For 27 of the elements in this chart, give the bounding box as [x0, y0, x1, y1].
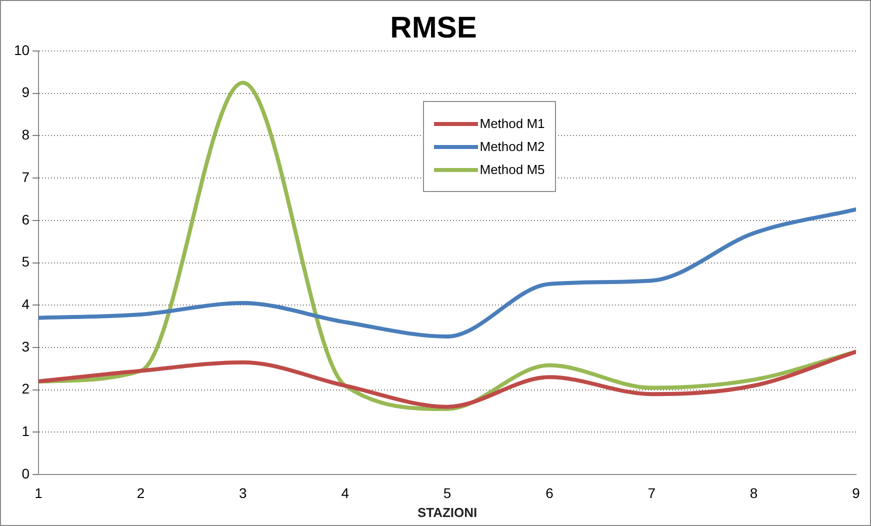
y-tick-label: 3 [22, 338, 30, 354]
x-tick-label: 1 [34, 484, 43, 501]
y-tick-label: 10 [14, 42, 30, 58]
x-tick-label: 8 [750, 484, 758, 501]
legend-label: Method M5 [480, 162, 545, 177]
y-tick-label: 9 [22, 84, 30, 100]
y-tick-label: 5 [22, 254, 30, 270]
y-tick-label: 7 [22, 168, 30, 185]
y-tick-label: 2 [22, 380, 30, 397]
x-axis-title: STAZIONI [417, 504, 478, 520]
y-tick-label: 1 [22, 423, 30, 440]
x-tick-label: 5 [443, 484, 452, 501]
x-tick-label: 3 [239, 484, 248, 501]
x-tick-label: 6 [546, 484, 554, 501]
x-tick-label: 9 [852, 484, 860, 501]
legend-label: Method M1 [480, 116, 545, 131]
line-series [38, 350, 856, 409]
y-tick-label: 8 [22, 126, 30, 143]
chart-title: RMSE [390, 11, 477, 44]
y-tick-label: 4 [22, 296, 30, 312]
x-tick-label: 2 [136, 484, 145, 501]
y-tick-label: 6 [22, 211, 30, 228]
y-tick-label: 0 [22, 465, 30, 482]
x-tick-label: 4 [341, 484, 350, 501]
legend-label: Method M2 [480, 139, 545, 154]
x-tick-label: 7 [648, 484, 656, 501]
line-series [38, 207, 856, 339]
